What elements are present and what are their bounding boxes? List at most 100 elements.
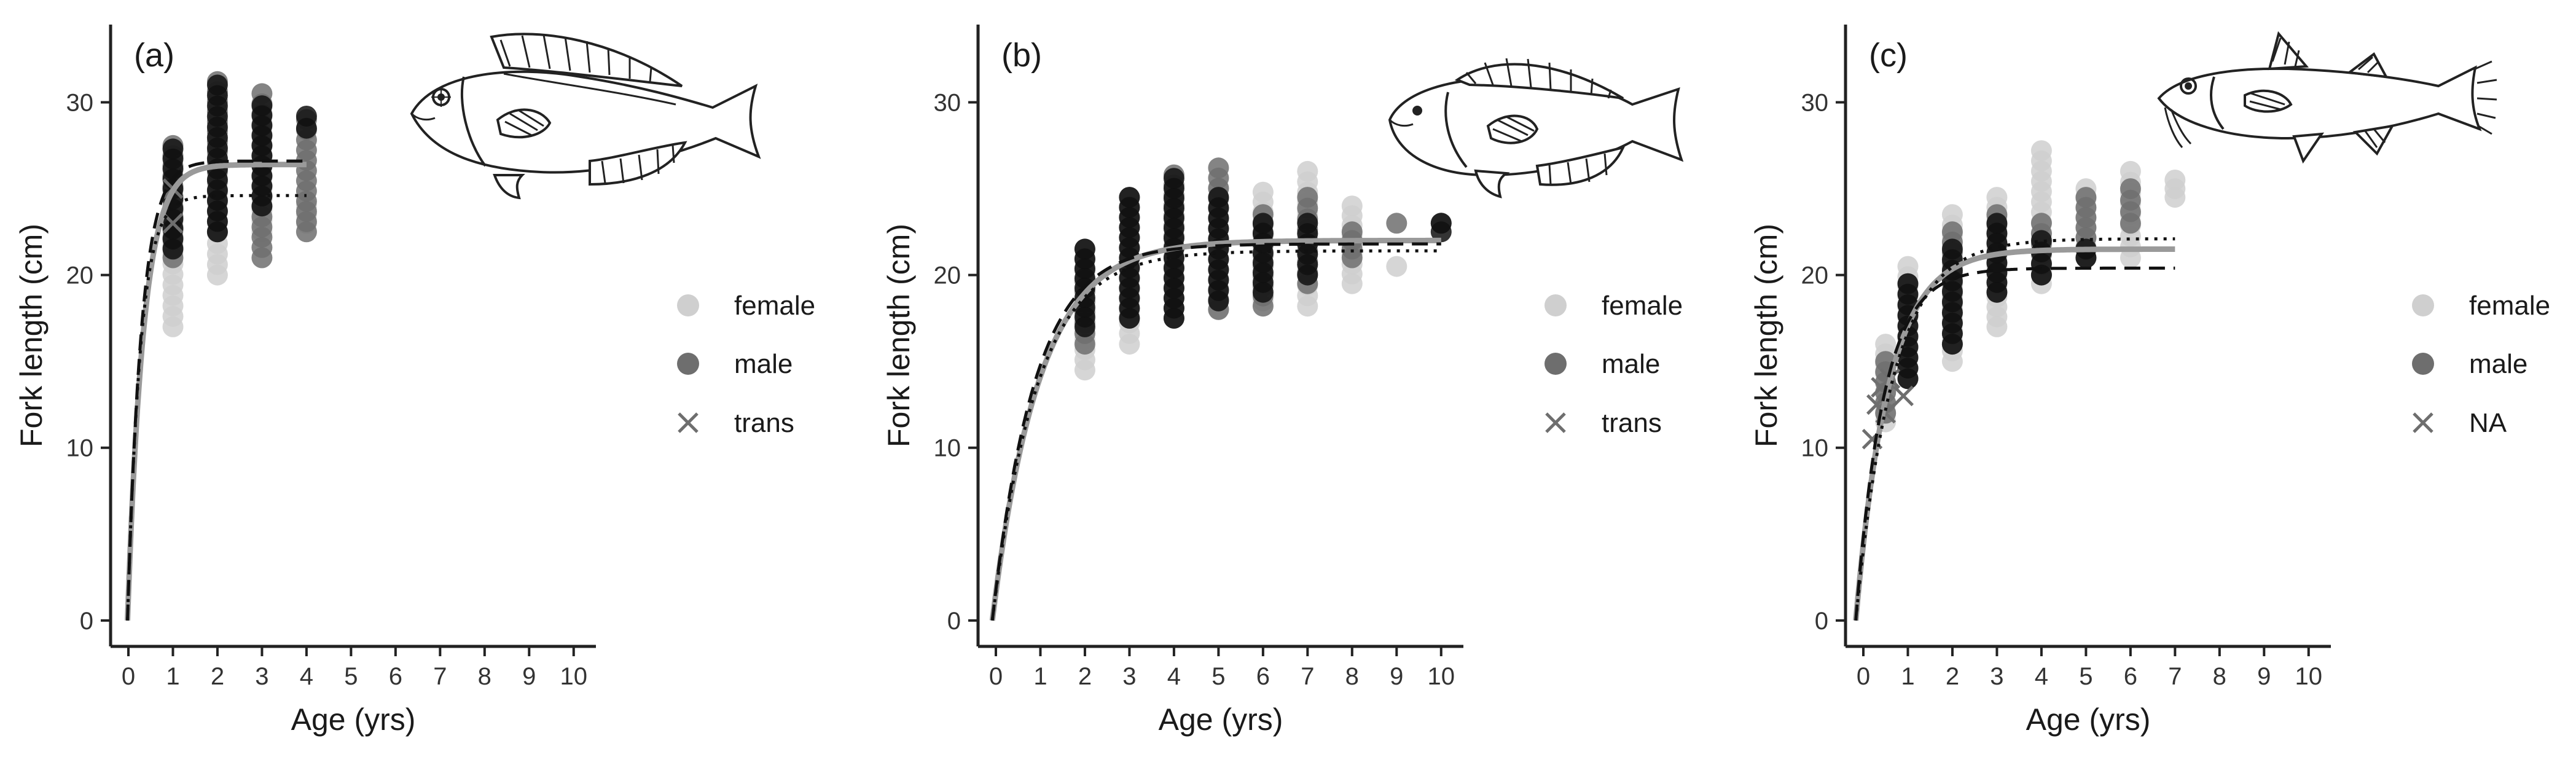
legend: female male trans — [1544, 291, 1683, 438]
legend-label-male: male — [734, 349, 793, 379]
point-male-age-5 — [2075, 187, 2097, 208]
x-tick-label: 6 — [389, 663, 402, 690]
x-tick-label: 7 — [433, 663, 447, 690]
legend: female male NA — [2412, 291, 2550, 438]
point-male-age-7 — [1297, 187, 1318, 208]
point-all-age-1 — [162, 138, 184, 160]
point-male-age-8 — [1341, 221, 1363, 243]
panel-c-curves — [1853, 237, 2175, 621]
x-tick-label: 2 — [1946, 663, 1959, 690]
x-tick-label: 10 — [2295, 663, 2323, 690]
legend-label-male: male — [2469, 349, 2527, 379]
curve-male — [126, 159, 307, 621]
point-all-age-2 — [206, 74, 228, 96]
point-female-age-6 — [1252, 181, 1274, 203]
point-all-age-7 — [1297, 213, 1318, 234]
point-all-age-6 — [1252, 213, 1274, 234]
x-axis-title: Age (yrs) — [291, 702, 416, 737]
panel-b-curves — [989, 237, 1441, 621]
x-tick-label: 5 — [2079, 663, 2093, 690]
point-all-age-10 — [1430, 213, 1452, 234]
legend: female male trans — [677, 291, 815, 438]
point-female-age-7 — [2164, 170, 2186, 190]
y-tick-label: 20 — [1801, 262, 1829, 289]
x-tick-label: 1 — [166, 663, 179, 690]
x-tick-label: 7 — [1301, 663, 1314, 690]
legend-marker-na — [2413, 412, 2433, 433]
point-all-age-5 — [1208, 187, 1229, 208]
x-tick-label: 0 — [989, 663, 1003, 690]
x-axis-title: Age (yrs) — [1159, 702, 1283, 737]
goatfish-icon — [2157, 31, 2497, 164]
x-tick-label: 10 — [1428, 663, 1455, 690]
point-female-age-3 — [1986, 187, 2008, 208]
panel-a-ticks: 0 1 2 3 4 5 6 7 8 9 10 0 10 20 30 — [66, 90, 588, 691]
x-tick-label: 7 — [2168, 663, 2182, 690]
point-na — [1893, 385, 1914, 407]
x-tick-label: 0 — [122, 663, 135, 690]
point-female-age-1 — [1897, 256, 1919, 277]
legend-label-male: male — [1602, 349, 1660, 379]
point-female-age-0.5 — [1875, 334, 1897, 355]
panel-b: 0 1 2 3 4 5 6 7 8 9 10 0 10 20 30 (b) Age (yrs) Fork l… — [882, 25, 1684, 737]
point-all-age-3 — [1119, 187, 1140, 208]
x-tick-label: 4 — [300, 663, 313, 690]
x-tick-label: 10 — [560, 663, 588, 690]
point-male-age-6 — [2120, 178, 2141, 200]
panel-c-ticks: 0 1 2 3 4 5 6 7 8 9 10 0 10 20 30 — [1801, 90, 2323, 691]
wrasse-icon — [1388, 58, 1684, 198]
y-axis-title: Fork length (cm) — [14, 224, 49, 447]
panel-b-marks — [1074, 157, 1452, 381]
y-tick-label: 0 — [80, 608, 93, 635]
point-all-age-2 — [1074, 238, 1095, 260]
x-tick-label: 4 — [2035, 663, 2048, 690]
legend-label-female: female — [1602, 291, 1683, 321]
y-axis-title: Fork length (cm) — [1749, 224, 1783, 447]
point-male-age-4 — [2030, 213, 2052, 234]
panel-b-ticks: 0 1 2 3 4 5 6 7 8 9 10 0 10 20 30 — [934, 90, 1455, 691]
y-tick-label: 10 — [66, 435, 94, 462]
point-female-age-7 — [1297, 160, 1318, 182]
point-all-age-3 — [1986, 213, 2008, 234]
x-tick-label: 3 — [255, 663, 268, 690]
point-male-age-9 — [1386, 213, 1407, 234]
x-tick-label: 9 — [522, 663, 536, 690]
legend-label-female: female — [734, 291, 815, 321]
point-female-age-8 — [1341, 195, 1363, 217]
panel-label: (b) — [1001, 37, 1042, 74]
point-all-age-4 — [1163, 168, 1184, 189]
x-tick-label: 8 — [2213, 663, 2226, 690]
x-tick-label: 5 — [1212, 663, 1225, 690]
point-female-age-9 — [1386, 256, 1407, 277]
legend-marker-female — [677, 294, 699, 316]
y-tick-label: 30 — [66, 90, 94, 117]
legend-marker-male — [1544, 353, 1567, 375]
parrotfish-icon — [410, 33, 761, 200]
x-tick-label: 3 — [1122, 663, 1136, 690]
panel-a-marks — [162, 71, 317, 337]
curve-female — [126, 194, 307, 621]
y-tick-label: 30 — [934, 90, 961, 117]
x-tick-label: 6 — [1256, 663, 1270, 690]
legend-marker-female — [2412, 294, 2434, 316]
panel-a-curves — [125, 159, 307, 621]
legend-label-trans: trans — [1602, 408, 1662, 438]
x-tick-label: 5 — [344, 663, 358, 690]
curve-male — [990, 242, 1441, 621]
y-tick-label: 20 — [66, 262, 94, 289]
x-tick-label: 8 — [1345, 663, 1359, 690]
legend-marker-trans — [678, 412, 699, 433]
y-tick-label: 20 — [934, 262, 961, 289]
x-tick-label: 2 — [211, 663, 224, 690]
point-female-age-2 — [1941, 204, 1963, 226]
point-female-age-6 — [2120, 160, 2141, 182]
y-tick-label: 10 — [934, 435, 961, 462]
x-tick-label: 9 — [1390, 663, 1403, 690]
legend-marker-male — [2412, 353, 2434, 375]
x-tick-label: 8 — [478, 663, 491, 690]
x-tick-label: 1 — [1033, 663, 1047, 690]
y-tick-label: 10 — [1801, 435, 1829, 462]
y-tick-label: 0 — [1815, 608, 1828, 635]
x-tick-label: 4 — [1167, 663, 1181, 690]
